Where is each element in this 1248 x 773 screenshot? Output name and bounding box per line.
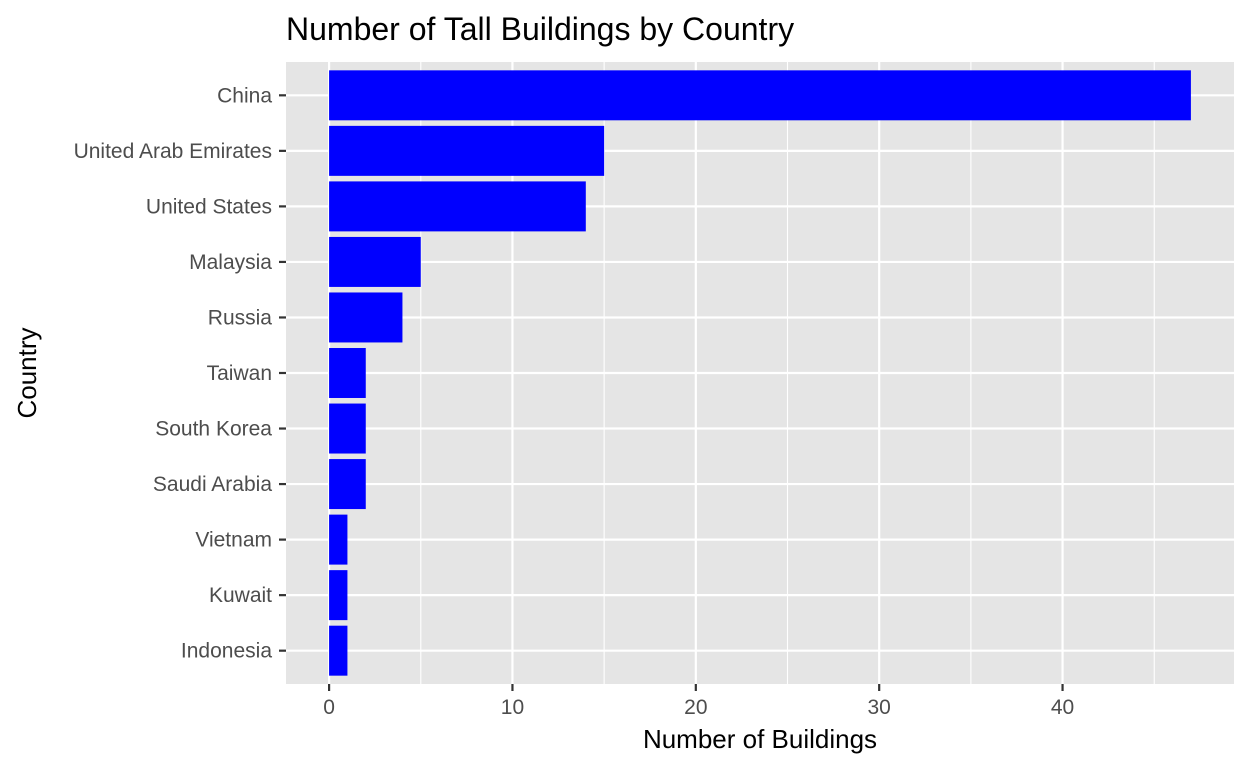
bar [329, 348, 366, 398]
x-tick-label: 40 [1051, 696, 1074, 719]
x-tick-label: 20 [684, 696, 707, 719]
y-tick-label: Vietnam [195, 529, 272, 552]
x-tick-label: 0 [323, 696, 335, 719]
y-tick-label: Taiwan [207, 362, 272, 385]
bar [329, 514, 348, 565]
bar [329, 625, 348, 676]
bar [329, 570, 348, 621]
y-tick-label: United Arab Emirates [74, 140, 272, 163]
y-axis-title: Country [12, 327, 42, 418]
y-tick-label: Indonesia [181, 640, 272, 663]
y-tick-label: Saudi Arabia [153, 473, 272, 496]
x-axis: 0 10 20 30 40 [323, 684, 1074, 719]
y-tick-label: South Korea [155, 418, 272, 441]
bar [329, 459, 366, 510]
y-tick-label: Kuwait [209, 584, 272, 607]
bars [329, 70, 1191, 676]
chart-title: Number of Tall Buildings by Country [286, 11, 794, 47]
y-tick-label: Russia [208, 306, 273, 329]
bar [329, 70, 1191, 121]
bar [329, 125, 605, 176]
x-axis-title: Number of Buildings [643, 724, 877, 754]
y-tick-label: China [217, 84, 272, 107]
bar [329, 292, 403, 343]
x-tick-label: 10 [501, 696, 524, 719]
bar [329, 403, 366, 454]
y-axis: China United Arab Emirates United States Ma… [74, 84, 286, 663]
bar [329, 236, 421, 287]
bar [329, 181, 586, 232]
x-tick-label: 30 [868, 696, 891, 719]
y-tick-label: Malaysia [189, 251, 272, 274]
y-tick-label: United States [146, 195, 272, 218]
